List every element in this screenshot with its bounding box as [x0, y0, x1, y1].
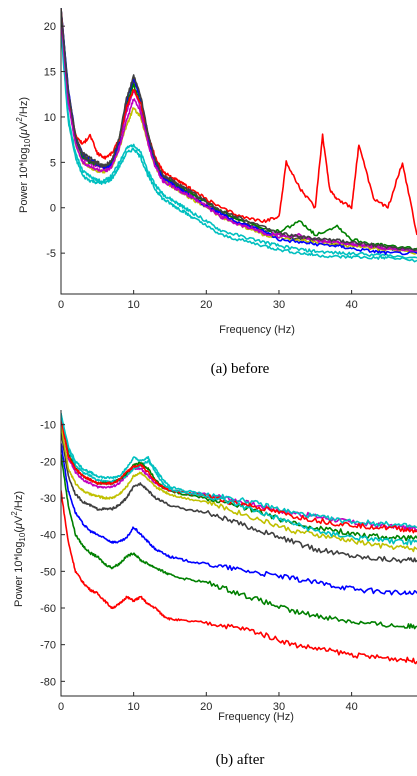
x-tick-label: 20 — [200, 701, 212, 713]
series-line-6 — [61, 8, 417, 256]
y-tick-label: -70 — [40, 640, 56, 652]
y-tick-label: -50 — [40, 566, 56, 578]
series-line-7 — [61, 8, 417, 236]
x-tick-label: 0 — [58, 299, 64, 311]
y-tick-label: -40 — [40, 530, 56, 542]
x-tick-label: 10 — [128, 701, 140, 713]
y-tick-label: 15 — [44, 67, 56, 79]
axes-before: 0 10 20 30 40 20 15 10 5 0 -5 — [44, 8, 417, 311]
y-axis-label-before: Power 10*log10(μV2/Hz) — [15, 97, 32, 213]
series-line-5 — [61, 8, 417, 251]
y-tick-label: 20 — [44, 21, 56, 33]
series-line-10 — [61, 413, 417, 546]
panel-before: 0 10 20 30 40 20 15 10 5 0 -5 Frequency (Hz) Power… — [15, 8, 417, 377]
series-line-3 — [61, 16, 417, 255]
y-tick-label: -5 — [46, 248, 56, 260]
y-tick-label: -80 — [40, 676, 56, 688]
caption-after: (b) after — [216, 752, 265, 768]
y-tick-label: -10 — [40, 420, 56, 432]
x-tick-label: 40 — [345, 701, 357, 713]
y-tick-label: -30 — [40, 493, 56, 505]
series-line-4 — [61, 432, 417, 564]
x-tick-label: 40 — [345, 299, 357, 311]
x-tick-label: 10 — [128, 299, 140, 311]
caption-before: (a) before — [211, 361, 270, 377]
series-line-3 — [61, 443, 417, 596]
series-line-2 — [61, 453, 417, 630]
y-tick-label: -20 — [40, 456, 56, 468]
panel-after: 0 10 20 30 40 -10 -20 -30 -40 -50 -60 -70 -80 Freque… — [10, 410, 417, 768]
x-tick-label: 0 — [58, 701, 64, 713]
x-axis-label-before: Frequency (Hz) — [219, 324, 295, 336]
y-axis-label-after: Power 10*log10(μV2/Hz) — [10, 491, 27, 607]
x-tick-label: 20 — [200, 299, 212, 311]
plot-area-before — [61, 8, 417, 263]
y-tick-label: 10 — [44, 112, 56, 124]
axes-after: 0 10 20 30 40 -10 -20 -30 -40 -50 -60 -70 -80 — [40, 410, 417, 713]
series-line-1 — [61, 490, 417, 665]
series-line-8 — [61, 31, 417, 263]
series-line-9 — [61, 417, 417, 534]
series-line-10 — [61, 8, 417, 252]
axis-lines — [60, 410, 417, 697]
series-line-7 — [61, 412, 417, 529]
x-tick-label: 30 — [273, 701, 285, 713]
plot-area-after — [61, 412, 417, 665]
y-tick-label: -60 — [40, 603, 56, 615]
series-line-6 — [61, 416, 417, 532]
series-line-5 — [61, 425, 417, 553]
y-tick-label: 5 — [50, 157, 56, 169]
x-axis-label-after: Frequency (Hz) — [218, 711, 294, 723]
y-tick-label: 0 — [50, 203, 56, 215]
x-tick-label: 30 — [273, 299, 285, 311]
